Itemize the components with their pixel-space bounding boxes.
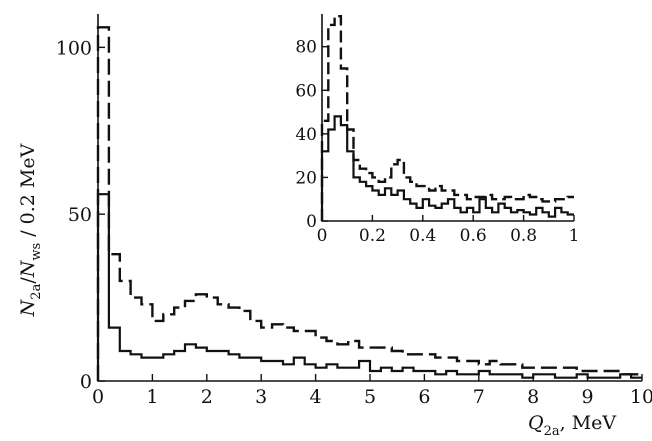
inset-y-ticks: 0 20 40 60 80 [295,38,328,232]
y-label-separator: / [17,277,39,284]
inset-x-tick-label: 1 [569,226,580,246]
inset-plot: 0 20 40 60 80 0 0.2 0.4 0.6 0.8 1 [295,14,579,246]
y-label-numerator-sub: 2a [29,283,44,299]
x-axis-label: Q2a, MeV [528,412,616,439]
inset-y-tick-label: 0 [306,212,317,232]
inset-x-tick-label: 0 [317,226,328,246]
main-x-ticks: 0 1 2 3 4 5 6 7 8 9 10 [92,374,652,408]
y-label-numerator-symbol: N [17,298,39,317]
main-y-tick-label: 0 [80,371,92,393]
inset-x-tick-label: 0.8 [510,226,537,246]
y-label-suffix: / 0.2 MeV [17,143,39,242]
inset-x-tick-label: 0.2 [359,226,386,246]
main-x-tick-label: 8 [527,386,539,408]
main-series-dashed-line [96,26,642,381]
inset-axes-frame [321,14,574,222]
y-axis-label: N2a/Nws / 0.2 MeV [17,143,44,317]
main-x-tick-label: 4 [310,386,322,408]
inset-y-tick-label: 60 [295,81,317,101]
main-x-tick-label: 5 [364,386,376,408]
main-x-tick-label: 6 [418,386,430,408]
inset-series-solid-line [320,115,574,221]
x-label-symbol: Q [528,412,544,434]
main-y-tick-label: 100 [56,37,92,59]
inset-y-tick-label: 40 [295,125,317,145]
main-y-tick-label: 50 [68,204,92,226]
main-series-solid-line [96,193,642,381]
main-series-layer [96,26,642,381]
main-x-tick-label: 0 [92,386,104,408]
x-label-sub: 2a [544,424,560,439]
inset-y-tick-label: 80 [295,38,317,58]
inset-series-layer [320,15,574,221]
x-label-suffix: , MeV [560,412,617,434]
main-x-tick-label: 9 [582,386,594,408]
y-label-denominator-sub: ws [29,243,44,261]
main-x-tick-label: 10 [630,386,652,408]
main-x-tick-label: 2 [201,386,213,408]
main-x-tick-label: 1 [146,386,158,408]
main-x-tick-label: 3 [255,386,267,408]
inset-x-tick-label: 0.6 [460,226,487,246]
inset-x-tick-label: 0.4 [409,226,436,246]
y-label-denominator-symbol: N [17,259,39,278]
main-axes-frame [97,14,642,382]
inset-series-dashed-line [320,15,574,221]
main-x-tick-label: 7 [473,386,485,408]
inset-x-ticks: 0 0.2 0.4 0.6 0.8 1 [317,215,580,246]
main-y-ticks: 0 50 100 [56,37,105,393]
inset-y-tick-label: 20 [295,168,317,188]
